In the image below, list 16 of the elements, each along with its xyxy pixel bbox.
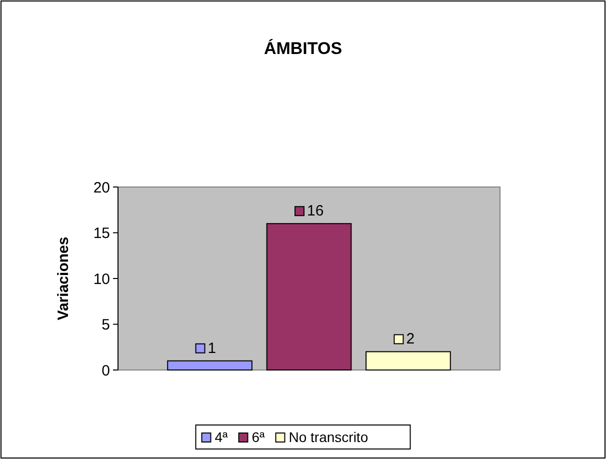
data-label: 2 — [406, 330, 415, 348]
bar — [366, 351, 451, 370]
legend-label: 4ª — [214, 429, 229, 445]
data-label: 1 — [208, 340, 216, 357]
chart-title: ÁMBITOS — [264, 38, 342, 58]
y-tick-label: 15 — [93, 225, 110, 242]
y-tick-label: 5 — [102, 316, 110, 334]
data-label: 16 — [307, 202, 324, 220]
legend-label: 6ª — [252, 429, 266, 445]
y-tick-label: 10 — [93, 270, 110, 288]
y-tick-label: 20 — [93, 179, 110, 196]
legend-label: No transcrito — [288, 429, 368, 445]
y-tick-label: 0 — [102, 362, 110, 380]
bar — [167, 360, 252, 370]
y-axis-title: Variaciones — [55, 236, 72, 320]
bar — [266, 223, 352, 370]
